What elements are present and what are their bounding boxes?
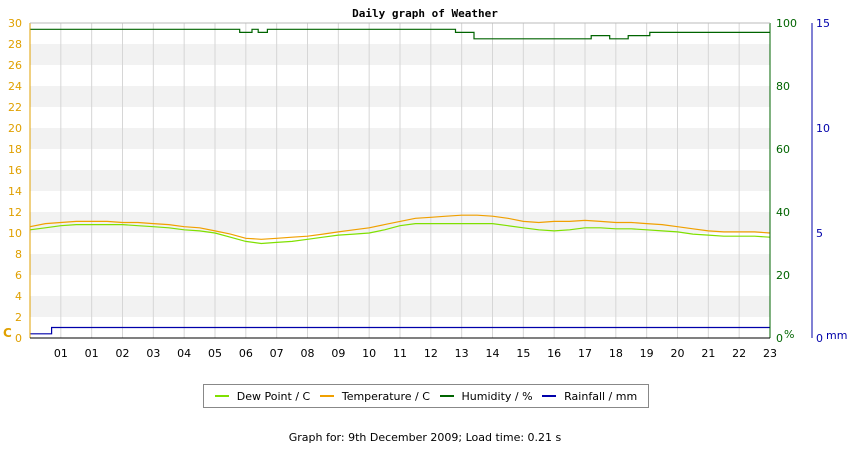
rain-tick-label: 15 [816,17,830,30]
legend-swatch [319,395,334,397]
graph-footer: Graph for: 9th December 2009; Load time:… [288,431,562,444]
left-tick-label: 2 [15,311,22,324]
x-tick-label: 19 [640,347,654,360]
x-tick-label: 12 [424,347,438,360]
x-tick-label: 18 [609,347,623,360]
left-tick-label: 20 [8,122,22,135]
legend-swatch [542,395,557,397]
x-tick-label: 02 [116,347,130,360]
legend-label: Humidity / % [461,389,533,403]
plot-lines [29,28,771,335]
humidity-tick-label: 0 [776,332,783,345]
humidity-axis-unit: % [784,328,794,341]
series-line-rainfall-mm [30,326,770,335]
left-tick-label: 16 [8,164,22,177]
x-axis-ticks: 01 01 02 03 04 05 06 07 08 09 10 11 12 13 14 15 16 17 18 19… [54,347,777,360]
x-tick-label: 14 [486,347,500,360]
x-tick-label: 13 [455,347,469,360]
rain-axis-ticks: 0 5 10 15 [816,17,830,345]
left-tick-label: 8 [15,248,22,261]
humidity-tick-label: 40 [776,206,790,219]
axes [29,22,813,339]
legend-item: Temperature / C [319,389,430,403]
legend-item: Rainfall / mm [542,390,637,403]
rain-tick-label: 10 [816,122,830,135]
x-tick-label: 06 [239,347,253,360]
x-tick-label: 15 [516,347,530,360]
humidity-axis-ticks: 0 20 40 60 80 100 [776,17,797,345]
left-tick-label: 22 [8,101,22,114]
x-tick-label: 17 [578,347,592,360]
legend-label: Rainfall / mm [564,389,638,403]
left-tick-label: 4 [15,290,22,303]
left-axis-unit: C [3,326,12,340]
left-tick-label: 12 [8,206,22,219]
x-tick-label: 16 [547,347,561,360]
chart-legend: Dew Point / C Temperature / C Humidity / %… [203,384,649,408]
x-tick-label: 07 [270,347,284,360]
legend-item: Humidity / % [439,389,533,403]
humidity-tick-label: 100 [776,17,797,30]
legend-swatch [214,395,229,397]
vertical-gridlines [60,23,740,338]
x-tick-label: 21 [701,347,715,360]
left-tick-label: 26 [8,59,22,72]
series-line-dew-point-c [29,223,771,245]
x-tick-label: 11 [393,347,407,360]
left-tick-label: 6 [15,269,22,282]
legend-swatch [439,395,454,397]
left-tick-label: 18 [8,143,22,156]
legend-label: Dew Point / C [236,389,311,403]
x-tick-label: 09 [331,347,345,360]
x-tick-label: 08 [301,347,315,360]
x-tick-label: 01 [54,347,68,360]
left-tick-label: 10 [8,227,22,240]
humidity-tick-label: 80 [776,80,790,93]
x-tick-label: 05 [208,347,222,360]
legend-item: Dew Point / C [214,389,311,403]
series-line-humidity [30,28,770,40]
legend-label: Temperature / C [341,389,430,403]
humidity-tick-label: 20 [776,269,790,282]
left-tick-label: 30 [8,17,22,30]
left-tick-label: 28 [8,38,22,51]
rain-axis-unit: mm [826,329,847,342]
humidity-tick-label: 60 [776,143,790,156]
x-tick-label: 04 [177,347,191,360]
rain-tick-label: 5 [816,227,823,240]
left-tick-label: 14 [8,185,22,198]
left-tick-label: 24 [8,80,22,93]
x-tick-label: 23 [763,347,777,360]
chart-title: Daily graph of Weather [352,7,498,20]
series-line-temperature-c [29,214,771,240]
left-tick-label: 0 [15,332,22,345]
x-tick-label: 10 [362,347,376,360]
rain-tick-label: 0 [816,332,823,345]
x-tick-label: 20 [671,347,685,360]
x-tick-label: 22 [732,347,746,360]
x-tick-label: 01 [85,347,99,360]
x-tick-label: 03 [146,347,160,360]
